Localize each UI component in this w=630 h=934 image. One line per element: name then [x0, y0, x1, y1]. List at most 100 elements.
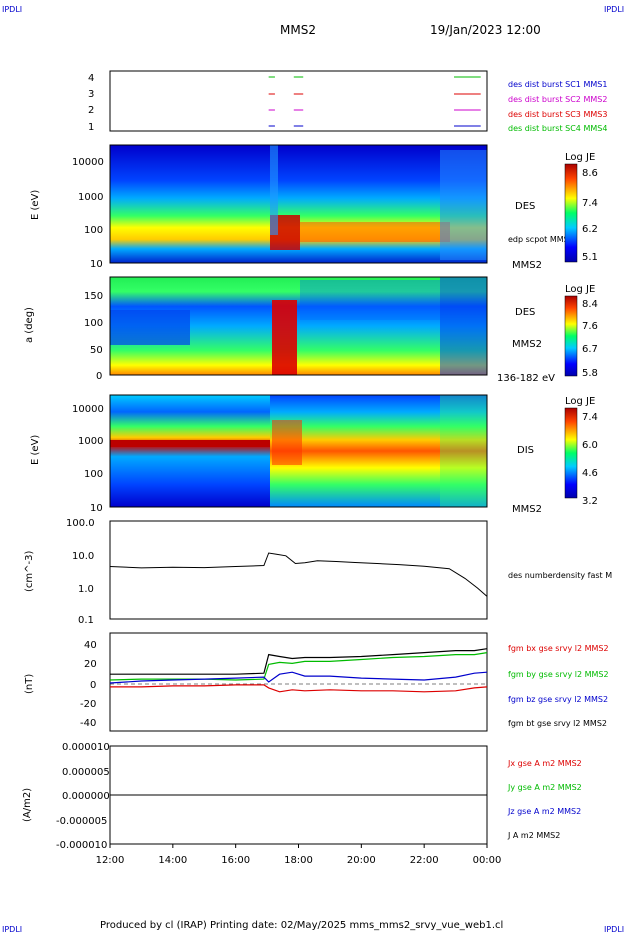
des-pitch-ylabel: a (deg) [24, 307, 35, 343]
des-energy-colorbar [564, 163, 578, 263]
des-pitch-ytick-50: 50 [90, 345, 103, 356]
current-legend-jz: Jz gse A m2 MMS2 [507, 807, 581, 816]
dis-energy-label-dis: DIS [517, 445, 534, 456]
dis-energy-ytick-10: 10 [90, 503, 103, 514]
dis-energy-cb-tick-1: 6.0 [582, 440, 598, 451]
dis-energy-colorbar-title: Log JE [565, 396, 595, 407]
xtick-label: 18:00 [284, 855, 313, 866]
burst-legend-sc4: des dist burst SC4 MMS4 [508, 124, 607, 133]
bfield-legend-by: fgm by gse srvy l2 MMS2 [508, 670, 609, 679]
des-energy-ytick-100: 100 [84, 225, 103, 236]
corner-label-bottom-left: IPDLI [2, 925, 22, 934]
current-panel: 0.000010 0.000005 0.000000 -0.000005 -0.… [22, 742, 582, 851]
des-pitch-cb-tick-3: 5.8 [582, 368, 598, 379]
des-pitch-enhancement [272, 300, 297, 375]
des-energy-ytick-10000: 10000 [72, 157, 104, 168]
burst-legend-sc2: des dist burst SC2 MMS2 [508, 95, 607, 104]
des-pitch-cb-tick-1: 7.6 [582, 321, 598, 332]
burst-frame [109, 70, 488, 132]
current-ytick-1: 0.000005 [62, 767, 110, 778]
xtick-label: 00:00 [473, 855, 502, 866]
corner-label-top-right: IPDLI [604, 5, 624, 14]
bfield-legend-bt: fgm bt gse srvy l2 MMS2 [508, 719, 607, 728]
xtick-label: 12:00 [96, 855, 125, 866]
current-ytick-2: 0.000000 [62, 791, 110, 802]
footer-credit: Produced by cl (IRAP) Printing date: 02/… [100, 920, 503, 931]
dis-energy-ylabel: E (eV) [30, 435, 41, 465]
burst-ytick-4: 4 [88, 73, 94, 84]
density-ylabel: (cm^-3) [24, 551, 35, 592]
xtick-label: 20:00 [347, 855, 376, 866]
dis-energy-ytick-10000: 10000 [72, 404, 104, 415]
plot-date: 19/Jan/2023 12:00 [430, 23, 541, 37]
density-frame [109, 520, 488, 620]
density-ytick-0.1: 0.1 [78, 615, 94, 626]
xtick-label: 16:00 [221, 855, 250, 866]
des-energy-cb-tick-2: 6.2 [582, 224, 598, 235]
des-pitch-label-mms2: MMS2 [512, 339, 542, 350]
burst-legend-sc3: des dist burst SC3 MMS3 [508, 110, 607, 119]
current-ytick-4: -0.000010 [56, 840, 107, 851]
burst-legend-sc1: des dist burst SC1 MMS1 [508, 80, 607, 89]
des-energy-ytick-1000: 1000 [78, 192, 103, 203]
burst-panel: 4 3 2 1 des dist burst SC1 MMS1 des dist… [88, 70, 607, 133]
density-ytick-100: 100.0 [66, 518, 95, 529]
burst-ytick-3: 3 [88, 89, 94, 100]
bfield-ytick-20: 20 [84, 659, 97, 670]
density-panel: 100.0 10.0 1.0 0.1 (cm^-3) des numberden… [24, 518, 612, 626]
bfield-series-by [109, 652, 488, 681]
dis-energy-colorbar [564, 407, 578, 499]
dis-energy-panel: 10000 1000 100 10 E (eV) DIS MMS2 Log JE… [30, 394, 598, 515]
bfield-ylabel: (nT) [24, 674, 35, 694]
des-energy-ylabel: E (eV) [30, 190, 41, 220]
des-pitch-label-des: DES [515, 307, 535, 318]
current-ytick-0: 0.000010 [62, 742, 110, 753]
bfield-ytick--20: -20 [80, 699, 96, 710]
density-ytick-1: 1.0 [78, 584, 94, 595]
bfield-ytick-0: 0 [90, 680, 96, 691]
des-energy-cb-tick-0: 8.6 [582, 168, 598, 179]
current-ylabel: (A/m2) [22, 788, 33, 822]
burst-ytick-1: 1 [88, 122, 94, 133]
dis-energy-cb-tick-2: 4.6 [582, 468, 598, 479]
des-energy-label-scpot: edp scpot MMS2 [508, 235, 574, 244]
corner-label-bottom-right: IPDLI [604, 925, 624, 934]
xtick-label: 22:00 [410, 855, 439, 866]
des-pitch-cb-tick-0: 8.4 [582, 299, 598, 310]
des-energy-cb-tick-3: 5.1 [582, 252, 598, 263]
bfield-series-bt [110, 648, 488, 675]
des-pitch-ytick-100: 100 [84, 318, 103, 329]
des-pitch-ytick-0: 0 [96, 371, 102, 382]
dis-energy-ytick-1000: 1000 [78, 436, 103, 447]
des-pitch-colorbar [564, 295, 578, 377]
des-energy-ytick-10: 10 [90, 259, 103, 270]
burst-ytick-2: 2 [88, 105, 94, 116]
des-energy-label-des: DES [515, 201, 535, 212]
bfield-legend-bx: fgm bx gse srvy l2 MMS2 [508, 644, 609, 653]
des-energy-cb-tick-1: 7.4 [582, 198, 598, 209]
bfield-ytick-40: 40 [84, 640, 97, 651]
current-legend-jy: Jy gse A m2 MMS2 [507, 783, 582, 792]
bfield-legend-bz: fgm bz gse srvy l2 MMS2 [508, 695, 608, 704]
dis-energy-ion-band [110, 440, 270, 447]
bfield-series-bz [109, 671, 488, 684]
current-legend-j: J A m2 MMS2 [507, 831, 560, 840]
des-energy-colorbar-title: Log JE [565, 152, 595, 163]
bfield-ytick--40: -40 [80, 718, 96, 729]
dis-energy-label-mms2: MMS2 [512, 504, 542, 515]
dis-energy-background-left [110, 395, 270, 507]
des-pitch-ytick-150: 150 [84, 291, 103, 302]
current-legend-jx: Jx gse A m2 MMS2 [507, 759, 582, 768]
des-pitch-cb-tick-2: 6.7 [582, 344, 598, 355]
bfield-frame [109, 632, 488, 732]
density-ytick-10: 10.0 [72, 551, 94, 562]
des-energy-panel: 10000 1000 100 10 E (eV) DES edp scpot M… [30, 144, 598, 271]
density-legend: des numberdensity fast M [508, 571, 612, 580]
bfield-panel: 40 20 0 -20 -40 (nT) fgm bx gse srvy l2 … [24, 632, 609, 732]
des-pitch-colorbar-title: Log JE [565, 284, 595, 295]
dis-energy-ytick-100: 100 [84, 469, 103, 480]
des-pitch-label-energy: 136-182 eV [497, 373, 555, 384]
bfield-series-bx [110, 684, 488, 693]
dis-energy-cb-tick-3: 3.2 [582, 496, 598, 507]
